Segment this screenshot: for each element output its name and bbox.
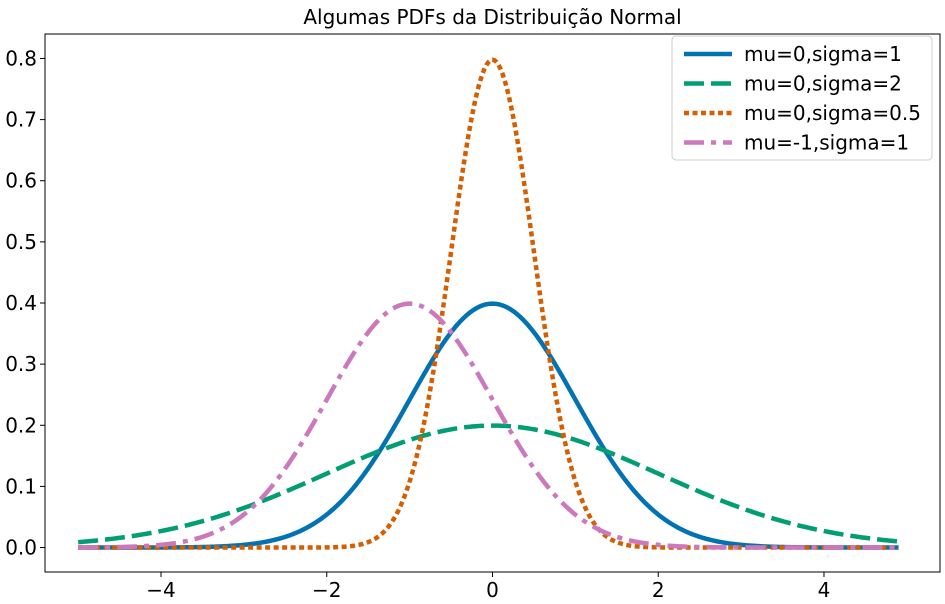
y-tick-label: 0.5: [5, 230, 37, 254]
chart-title: Algumas PDFs da Distribuição Normal: [303, 5, 681, 29]
legend: mu=0,sigma=1 mu=0,sigma=2 mu=0,sigma=0.5 mu…: [671, 35, 933, 161]
y-tick-label: 0.2: [5, 413, 37, 437]
series-line-3: [77, 301, 899, 550]
x-tick-label: 2: [652, 578, 665, 602]
legend-label-1: mu=0,sigma=2: [744, 72, 902, 96]
x-tick-label: −2: [312, 578, 341, 602]
y-tick-label: 0.3: [5, 352, 37, 376]
y-tick-label: 0.6: [5, 169, 37, 193]
legend-box: [671, 35, 933, 161]
plot-area: [44, 33, 941, 573]
y-tick-label: 0.0: [5, 536, 37, 560]
y-tick-label: 0.1: [5, 474, 37, 498]
x-tick-label: −4: [146, 578, 175, 602]
legend-label-0: mu=0,sigma=1: [744, 42, 902, 66]
x-tick-label: 4: [818, 578, 831, 602]
series-line-2: [77, 57, 899, 550]
series-line-1: [77, 423, 899, 545]
x-tick-label: 0: [486, 578, 499, 602]
series-line-0: [77, 301, 899, 550]
y-axis: 0.0 0.1 0.2 0.3 0.4 0.5 0.6 0.7 0.8: [5, 46, 45, 560]
legend-label-3: mu=-1,sigma=1: [744, 131, 909, 155]
legend-label-2: mu=0,sigma=0.5: [744, 101, 921, 125]
y-tick-label: 0.8: [5, 46, 37, 70]
y-tick-label: 0.7: [5, 108, 37, 132]
y-tick-label: 0.4: [5, 291, 37, 315]
x-axis: −4 −2 0 2 4: [146, 572, 830, 602]
